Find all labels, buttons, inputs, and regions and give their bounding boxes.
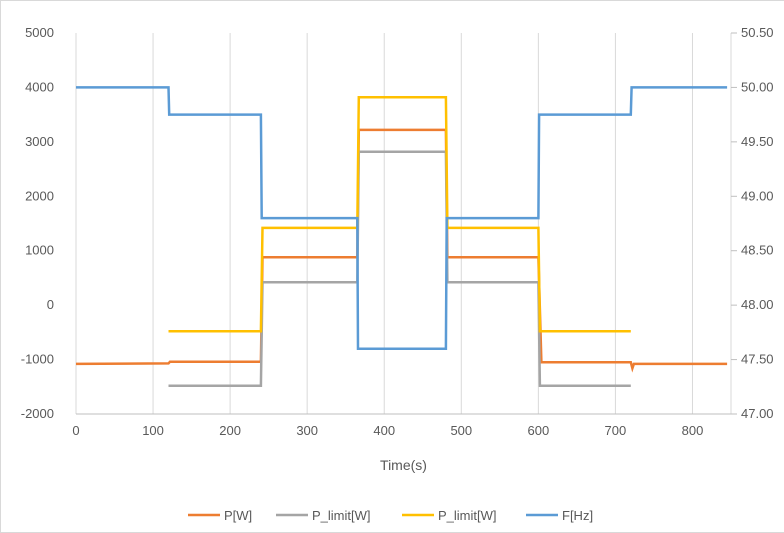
x-tick-label: 200 bbox=[219, 423, 241, 438]
x-axis-title: Time(s) bbox=[380, 457, 427, 473]
y-tick-label-right: 47.50 bbox=[741, 352, 774, 367]
legend-label: P_limit[W] bbox=[312, 508, 371, 523]
y-tick-label-right: 49.50 bbox=[741, 134, 774, 149]
x-tick-label: 500 bbox=[450, 423, 472, 438]
y-tick-label-left: 1000 bbox=[25, 243, 54, 258]
legend-label: P[W] bbox=[224, 508, 252, 523]
x-tick-label: 600 bbox=[528, 423, 550, 438]
x-axis: 0 100 200 300 400 500 600 700 800 bbox=[72, 423, 703, 438]
x-tick-label: 400 bbox=[373, 423, 395, 438]
y-tick-label-left: 4000 bbox=[25, 79, 54, 94]
legend: P[W] P_limit[W] P_limit[W] F[Hz] bbox=[188, 508, 593, 523]
y-tick-label-left: 2000 bbox=[25, 188, 54, 203]
series-lines bbox=[75, 86, 728, 387]
y-axis-right: 47.00 47.50 48.00 48.50 49.00 49.50 50.00 50.50 bbox=[731, 25, 774, 421]
legend-label: F[Hz] bbox=[562, 508, 593, 523]
y-axis-left: -2000 -1000 0 1000 2000 3000 4000 5000 bbox=[21, 25, 54, 421]
x-tick-label: 300 bbox=[296, 423, 318, 438]
y-tick-label-right: 49.00 bbox=[741, 188, 774, 203]
y-tick-label-left: -2000 bbox=[21, 406, 54, 421]
y-tick-label-right: 50.50 bbox=[741, 25, 774, 40]
y-tick-label-right: 48.00 bbox=[741, 297, 774, 312]
x-tick-label: 0 bbox=[72, 423, 79, 438]
y-tick-label-left: -1000 bbox=[21, 352, 54, 367]
y-tick-label-right: 47.00 bbox=[741, 406, 774, 421]
legend-label: P_limit[W] bbox=[438, 508, 497, 523]
x-tick-label: 100 bbox=[142, 423, 164, 438]
x-tick-label: 800 bbox=[682, 423, 704, 438]
y-tick-label-left: 0 bbox=[47, 297, 54, 312]
y-tick-label-left: 3000 bbox=[25, 134, 54, 149]
series-line-2 bbox=[168, 150, 631, 387]
series-line-4 bbox=[76, 86, 728, 350]
x-tick-label: 700 bbox=[605, 423, 627, 438]
series-line-3 bbox=[168, 95, 631, 333]
y-tick-label-right: 48.50 bbox=[741, 243, 774, 258]
y-tick-label-right: 50.00 bbox=[741, 79, 774, 94]
y-tick-label-left: 5000 bbox=[25, 25, 54, 40]
